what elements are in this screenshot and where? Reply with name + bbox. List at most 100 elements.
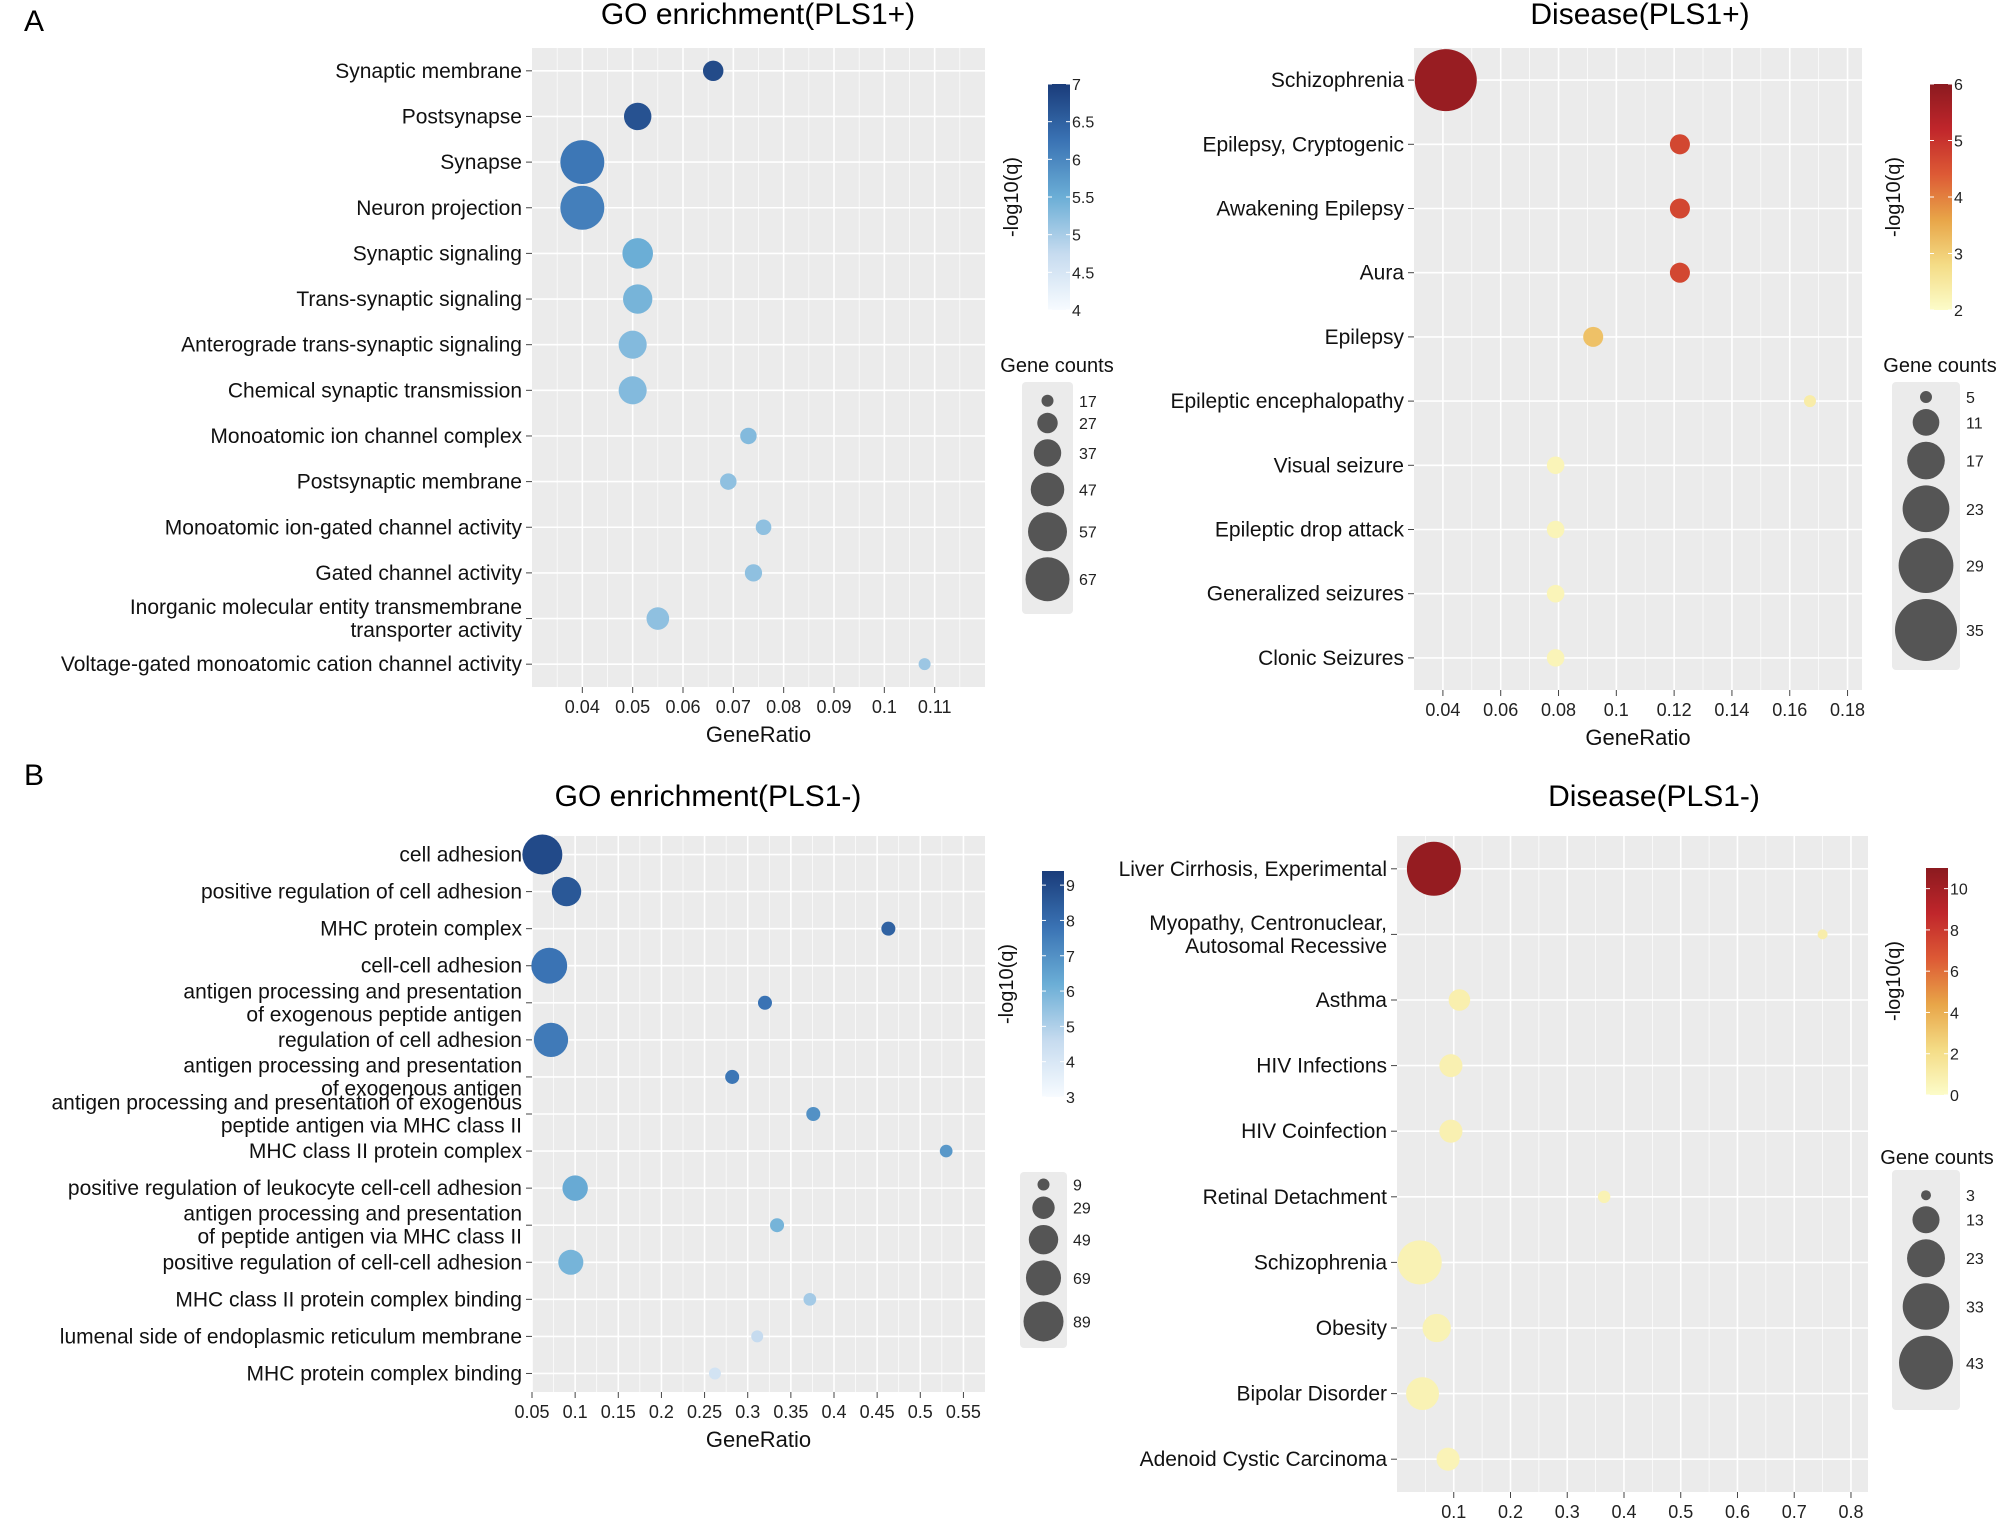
x-tick-label: 0.15 (601, 1402, 636, 1422)
size-legend-label: 11 (1966, 415, 1983, 432)
category-label-awakening-epilepsy: Awakening Epilepsy (1216, 198, 1404, 221)
category-label-epileptic-drop-attack: Epileptic drop attack (1215, 519, 1405, 542)
size-legend-circle (1032, 1196, 1055, 1219)
colorbar-tick-label: 4 (1950, 1005, 1959, 1022)
category-label-chemical-synaptic-transmission: Chemical synaptic transmission (228, 379, 522, 402)
colorbar-tick-label: 4 (1072, 303, 1081, 320)
panel-label-b: B (24, 759, 44, 792)
colorbar-tick-label: 5 (1072, 228, 1081, 245)
category-label-neuron-projection: Neuron projection (356, 197, 522, 220)
data-point-lumenal-side-of-endoplasmic-reticulum-membrane (751, 1330, 764, 1343)
colorbar-tick-label: 5 (1954, 134, 1963, 151)
colorbar-title: -log10(q) (1883, 157, 1905, 237)
category-label-mhc-protein-complex: MHC protein complex (320, 918, 522, 941)
data-point-schizophrenia (1414, 49, 1477, 112)
size-legend-label: 17 (1079, 394, 1097, 411)
data-point-antigen-processing-and-presentation-of-exogenous-antigen (725, 1069, 740, 1084)
size-legend-label: 5 (1966, 390, 1975, 407)
colorbar-title: -log10(q) (1001, 157, 1023, 237)
colorbar (1048, 84, 1070, 310)
panel-label-a: A (24, 5, 44, 38)
x-tick-label: 0.06 (1483, 700, 1518, 720)
data-point-obesity (1422, 1313, 1451, 1343)
category-label-obesity: Obesity (1316, 1317, 1388, 1340)
x-tick-label: 0.14 (1714, 700, 1749, 720)
data-point-visual-seizure (1546, 456, 1565, 475)
data-point-postsynaptic-membrane (720, 473, 737, 490)
data-point-hiv-coinfection (1439, 1119, 1463, 1143)
x-tick-label: 0.25 (687, 1402, 722, 1422)
colorbar-tick-label: 2 (1954, 303, 1963, 320)
colorbar-tick-label: 6 (1072, 152, 1081, 169)
x-tick-label: 0.4 (821, 1402, 846, 1422)
x-tick-label: 0.1 (563, 1402, 588, 1422)
data-point-schizophrenia (1397, 1240, 1442, 1285)
x-axis-title: GeneRatio (706, 722, 811, 747)
x-tick-label: 0.1 (872, 697, 897, 717)
category-label-anterograde-trans-synaptic-signaling: Anterograde trans-synaptic signaling (181, 334, 522, 357)
category-label-trans-synaptic-signaling: Trans-synaptic signaling (296, 288, 522, 311)
data-point-gated-channel-activity (744, 564, 763, 582)
category-label-gated-channel-activity: Gated channel activity (315, 562, 522, 585)
category-label-synaptic-membrane: Synaptic membrane (335, 60, 522, 83)
size-legend-circle (1912, 1206, 1940, 1234)
category-label-generalized-seizures: Generalized seizures (1207, 583, 1404, 606)
chart-title: GO enrichment(PLS1+) (601, 0, 915, 31)
colorbar-title: -log10(q) (1883, 941, 1905, 1021)
colorbar (1042, 871, 1064, 1097)
size-legend-circle (1895, 598, 1957, 661)
x-axis-title: GeneRatio (706, 1427, 811, 1452)
x-tick-label: 0.05 (514, 1402, 549, 1422)
x-tick-label: 0.35 (773, 1402, 808, 1422)
category-label-antigen-processing-and-presentation-of-exogenous-peptide-antigen-via-mhc-class-ii: antigen processing and presentation of e… (51, 1092, 522, 1115)
colorbar-tick-label: 4 (1066, 1055, 1075, 1072)
category-label-regulation-of-cell-adhesion: regulation of cell adhesion (278, 1029, 522, 1052)
x-tick-label: 0.04 (1425, 700, 1460, 720)
data-point-myopathy-centronuclear-autosomal-recessive (1817, 929, 1828, 940)
size-legend-label: 43 (1966, 1356, 1984, 1373)
category-label-mhc-class-ii-protein-complex: MHC class II protein complex (249, 1140, 523, 1163)
data-point-cell-cell-adhesion (531, 947, 568, 984)
data-point-postsynapse (623, 102, 652, 131)
size-legend-circle (1037, 412, 1058, 434)
x-axis-title: GeneRatio (1580, 1527, 1685, 1531)
category-label-monoatomic-ion-gated-channel-activity: Monoatomic ion-gated channel activity (165, 516, 523, 539)
size-legend-circle (1037, 1178, 1050, 1191)
category-label-antigen-processing-and-presentation-of-exogenous-peptide-antigen-via-mhc-class-ii: peptide antigen via MHC class II (221, 1115, 522, 1138)
colorbar-tick-label: 0 (1950, 1088, 1959, 1105)
size-legend-circle (1025, 557, 1070, 602)
colorbar-tick-label: 3 (1954, 247, 1963, 264)
data-point-awakening-epilepsy (1669, 198, 1690, 219)
data-point-chemical-synaptic-transmission (618, 376, 647, 405)
colorbar-tick-label: 7 (1066, 949, 1075, 966)
data-point-inorganic-molecular-entity-transmembrane-transporter-activity (646, 607, 670, 630)
x-tick-label: 0.55 (946, 1402, 981, 1422)
data-point-mhc-protein-complex-binding (708, 1367, 721, 1380)
category-label-inorganic-molecular-entity-transmembrane-transporter-activity: transporter activity (350, 619, 522, 642)
category-label-cell-adhesion: cell adhesion (399, 844, 522, 867)
colorbar-tick-label: 8 (1950, 923, 1959, 940)
data-point-generalized-seizures (1546, 584, 1565, 603)
category-label-mhc-class-ii-protein-complex-binding: MHC class II protein complex binding (175, 1288, 522, 1311)
category-label-bipolar-disorder: Bipolar Disorder (1236, 1383, 1387, 1406)
size-legend-label: 49 (1073, 1233, 1091, 1250)
category-label-schizophrenia: Schizophrenia (1271, 69, 1404, 92)
data-point-epileptic-drop-attack (1546, 520, 1565, 539)
category-label-lumenal-side-of-endoplasmic-reticulum-membrane: lumenal side of endoplasmic reticulum me… (60, 1325, 522, 1348)
size-legend-circle (1041, 394, 1054, 407)
category-label-positive-regulation-of-leukocyte-cell-cell-adhesion: positive regulation of leukocyte cell-ce… (68, 1177, 522, 1200)
data-point-synapse (560, 140, 605, 185)
category-label-positive-regulation-of-cell-adhesion: positive regulation of cell adhesion (201, 881, 522, 904)
data-point-liver-cirrhosis-experimental (1406, 841, 1461, 896)
category-label-synaptic-signaling: Synaptic signaling (353, 242, 522, 265)
chart-title: Disease(PLS1+) (1530, 0, 1749, 31)
x-tick-label: 0.04 (565, 697, 600, 717)
colorbar-tick-label: 5.5 (1072, 190, 1094, 207)
size-legend-circle (1902, 485, 1950, 533)
colorbar-tick-label: 7 (1072, 77, 1081, 94)
data-point-asthma (1448, 989, 1471, 1011)
x-tick-label: 0.5 (908, 1402, 933, 1422)
category-label-retinal-detachment: Retinal Detachment (1203, 1186, 1388, 1209)
x-tick-label: 0.7 (1782, 1502, 1807, 1522)
x-tick-label: 0.05 (615, 697, 650, 717)
